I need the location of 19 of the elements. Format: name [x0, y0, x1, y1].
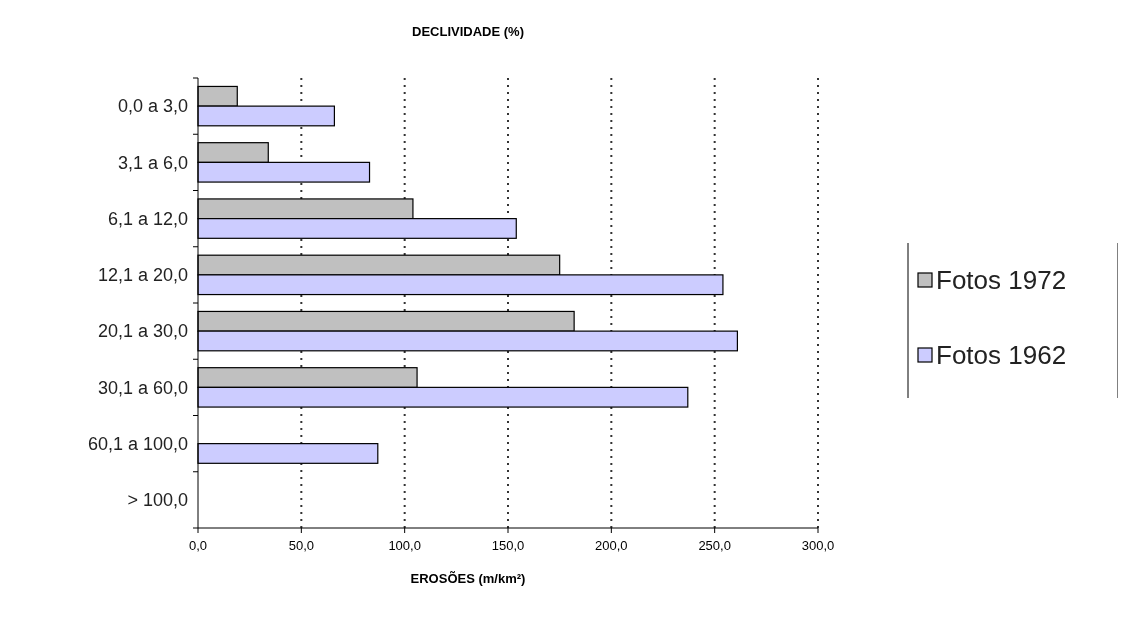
x-tick-label: 0,0 [188, 538, 208, 553]
y-tick-label: 20,1 a 30,0 [97, 321, 188, 342]
legend-label: Fotos 1972 [936, 265, 1067, 296]
x-axis-title: EROSÕES (m/km²) [410, 571, 526, 586]
x-tick-label: 100,0 [388, 538, 421, 553]
y-tick-label: 12,1 a 20,0 [97, 265, 188, 286]
x-tick-label: 300,0 [801, 538, 835, 553]
y-tick-label: 6,1 a 12,0 [107, 208, 188, 229]
x-tick-label: 250,0 [698, 538, 731, 553]
legend-label: Fotos 1962 [936, 340, 1067, 371]
x-tick-label: 150,0 [491, 538, 525, 553]
y-tick-label: 30,1 a 60,0 [97, 377, 188, 398]
y-tick-label: 3,1 a 6,0 [117, 152, 188, 173]
y-tick-label: 0,0 a 3,0 [117, 96, 188, 117]
x-tick-label: 200,0 [595, 538, 628, 553]
x-tick-label: 50,0 [288, 538, 314, 553]
y-tick-label: 60,1 a 100,0 [87, 433, 188, 454]
y-tick-label: > 100,0 [127, 490, 188, 511]
chart-title: DECLIVIDADE (%) [412, 24, 524, 39]
